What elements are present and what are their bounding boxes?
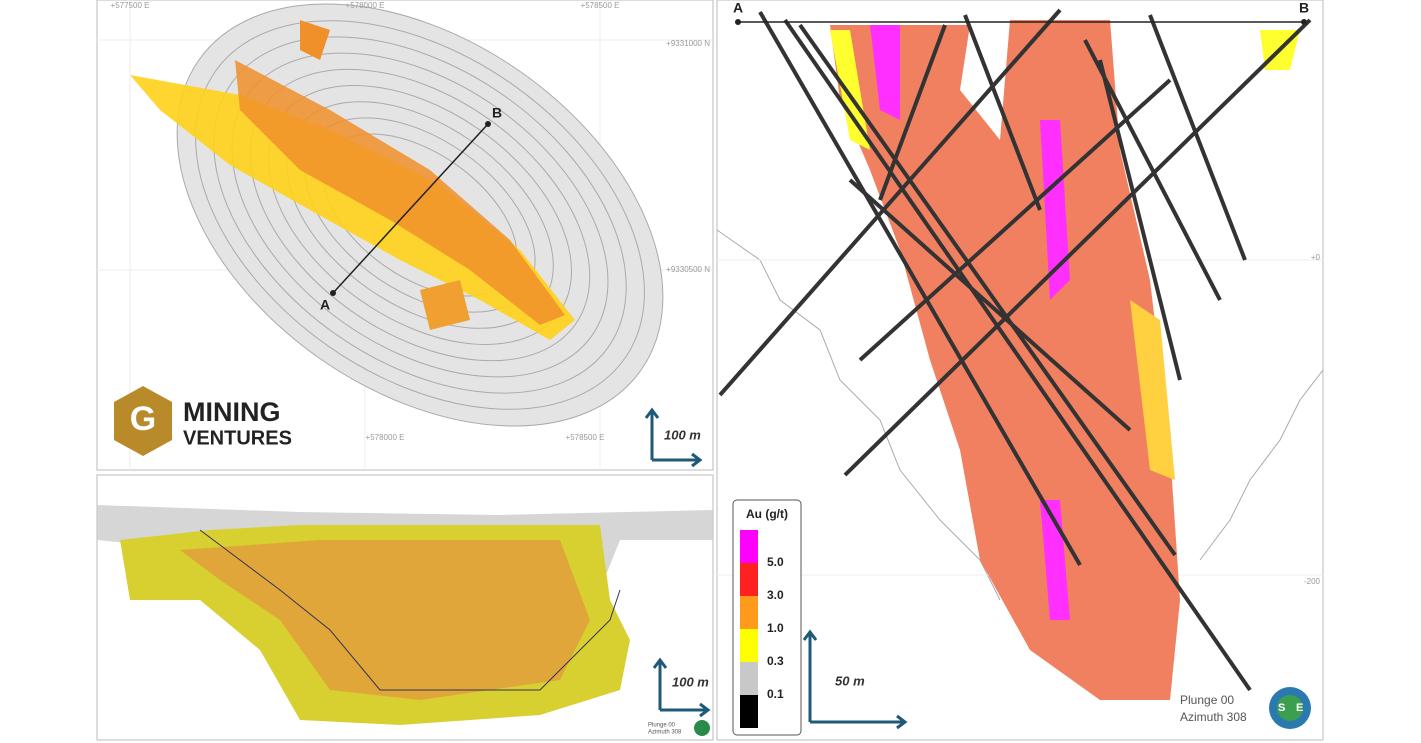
scale-label: 100 m <box>672 674 709 689</box>
section-point: A <box>320 297 330 313</box>
logo-letter: E <box>1296 702 1303 714</box>
scale-label: 50 m <box>835 673 865 688</box>
grid-label: +9330500 N <box>666 265 710 274</box>
section-point: A <box>733 0 743 16</box>
grid-label: +9331000 N <box>666 39 710 48</box>
grid-label: +578000 E <box>366 433 405 442</box>
logo-text: MINING <box>183 397 281 427</box>
legend-swatch <box>740 530 758 563</box>
legend-label: 0.1 <box>767 687 784 701</box>
scale-arrow <box>644 407 703 468</box>
legend-swatch <box>740 662 758 695</box>
drill-holes <box>718 8 1312 692</box>
legend-swatch <box>740 563 758 596</box>
section-point: B <box>492 105 502 121</box>
grid-label: +578000 E <box>346 1 385 10</box>
se-logo-inner <box>1277 695 1303 721</box>
legend-swatch <box>740 629 758 662</box>
legend: 5.0 3.0 1.0 0.3 0.1 <box>740 530 784 728</box>
grid-label: +578500 E <box>581 1 620 10</box>
scale-arrow <box>652 657 711 718</box>
long-section <box>97 505 713 725</box>
section-node <box>485 121 491 127</box>
orientation: Plunge 00 <box>648 723 676 729</box>
grid-label: +577500 E <box>111 1 150 10</box>
legend-label: 1.0 <box>767 621 784 635</box>
orientation: Plunge 00 <box>1180 693 1234 707</box>
logo-text: VENTURES <box>183 427 292 449</box>
legend-title: Au (g/t) <box>746 507 788 521</box>
pit-profile <box>716 229 1324 601</box>
legend-swatch <box>740 695 758 728</box>
small-logo <box>694 720 710 736</box>
section-node <box>1301 19 1307 25</box>
section-line <box>332 123 489 294</box>
logo-mark: G <box>130 400 156 438</box>
orientation: Azimuth 308 <box>648 730 682 736</box>
legend-swatch <box>740 596 758 629</box>
section-node <box>330 290 336 296</box>
plan-orebody <box>130 20 575 340</box>
legend-label: 0.3 <box>767 654 784 668</box>
legend-label: 3.0 <box>767 588 784 602</box>
scale-arrow <box>802 629 908 730</box>
grid-label: +578500 E <box>566 433 605 442</box>
logo-hexagon <box>114 386 172 456</box>
legend-label: 5.0 <box>767 555 784 569</box>
section-node <box>735 19 741 25</box>
elevation-label: +0 <box>1311 253 1321 262</box>
elevation-label: -200 <box>1304 577 1321 586</box>
orientation: Azimuth 308 <box>1180 710 1247 724</box>
section-point: B <box>1299 0 1309 16</box>
scale-label: 100 m <box>664 427 701 442</box>
logo-letter: S <box>1278 702 1285 714</box>
